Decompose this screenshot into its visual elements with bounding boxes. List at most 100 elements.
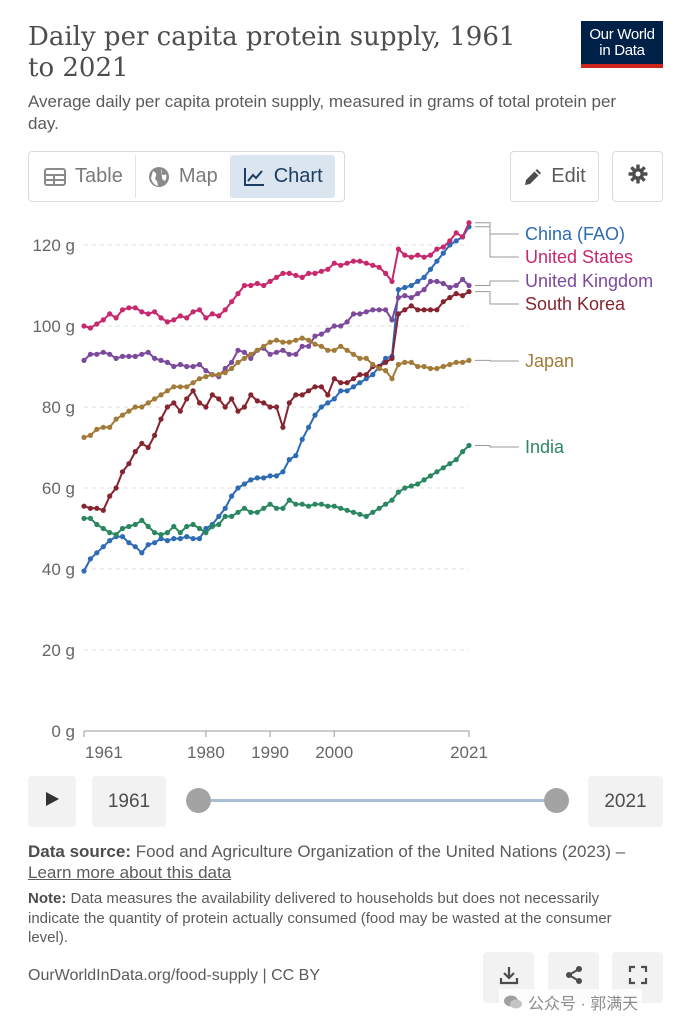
data-point-japan[interactable]	[293, 337, 299, 343]
data-point-united-kingdom[interactable]	[460, 276, 466, 282]
data-point-united-states[interactable]	[434, 246, 440, 252]
data-point-united-states[interactable]	[447, 238, 453, 244]
data-point-south-korea[interactable]	[408, 303, 414, 309]
data-point-india[interactable]	[126, 523, 132, 530]
tab-chart[interactable]: Chart	[230, 155, 335, 198]
data-point-india[interactable]	[267, 501, 273, 507]
timeline-track[interactable]	[198, 799, 556, 802]
data-point-south-korea[interactable]	[389, 355, 395, 361]
data-point-india[interactable]	[434, 469, 440, 475]
data-point-south-korea[interactable]	[164, 404, 170, 410]
data-point-china[interactable]	[241, 481, 247, 487]
data-point-india[interactable]	[415, 481, 421, 487]
timeline-start-year[interactable]: 1961	[92, 776, 166, 827]
data-point-united-states[interactable]	[331, 260, 337, 266]
timeline-end-handle[interactable]	[544, 788, 569, 813]
data-point-united-kingdom[interactable]	[312, 333, 318, 339]
data-point-south-korea[interactable]	[152, 432, 158, 438]
data-point-china[interactable]	[100, 544, 106, 550]
data-point-south-korea[interactable]	[248, 392, 254, 398]
data-point-south-korea[interactable]	[87, 505, 93, 511]
data-point-india[interactable]	[184, 523, 190, 530]
data-point-south-korea[interactable]	[318, 384, 324, 390]
data-point-india[interactable]	[312, 501, 318, 507]
data-point-united-states[interactable]	[408, 254, 414, 260]
data-point-china[interactable]	[203, 525, 209, 532]
data-point-united-kingdom[interactable]	[164, 359, 170, 365]
data-point-south-korea[interactable]	[460, 293, 466, 299]
data-point-south-korea[interactable]	[119, 469, 126, 475]
data-point-japan[interactable]	[466, 357, 472, 363]
data-point-united-kingdom[interactable]	[376, 307, 382, 313]
data-point-united-states[interactable]	[427, 252, 434, 258]
data-point-united-kingdom[interactable]	[87, 351, 93, 357]
data-point-united-kingdom[interactable]	[350, 311, 357, 317]
data-point-united-kingdom[interactable]	[434, 278, 440, 284]
data-point-japan[interactable]	[286, 339, 292, 345]
data-point-india[interactable]	[402, 485, 408, 491]
data-point-united-kingdom[interactable]	[132, 353, 138, 359]
data-point-united-kingdom[interactable]	[453, 282, 459, 289]
data-point-south-korea[interactable]	[222, 404, 228, 410]
data-point-south-korea[interactable]	[453, 291, 459, 297]
data-point-japan[interactable]	[152, 396, 158, 402]
data-point-united-states[interactable]	[395, 246, 401, 252]
data-point-south-korea[interactable]	[402, 307, 408, 313]
data-point-south-korea[interactable]	[139, 440, 145, 446]
data-point-japan[interactable]	[241, 355, 247, 361]
data-point-united-states[interactable]	[383, 270, 389, 276]
data-point-united-states[interactable]	[350, 258, 357, 264]
data-point-india[interactable]	[139, 517, 145, 523]
data-point-south-korea[interactable]	[306, 388, 312, 394]
data-point-china[interactable]	[216, 513, 222, 519]
data-point-india[interactable]	[440, 465, 446, 471]
data-point-south-korea[interactable]	[229, 396, 235, 402]
data-point-united-states[interactable]	[286, 270, 292, 276]
data-point-united-states[interactable]	[203, 315, 209, 321]
data-point-south-korea[interactable]	[331, 376, 337, 382]
data-point-united-kingdom[interactable]	[286, 351, 292, 357]
data-point-china[interactable]	[248, 477, 254, 483]
data-point-japan[interactable]	[139, 404, 145, 410]
data-point-united-states[interactable]	[81, 323, 87, 329]
data-point-united-states[interactable]	[460, 234, 466, 240]
data-point-india[interactable]	[254, 509, 260, 515]
data-point-china[interactable]	[447, 242, 453, 248]
data-point-japan[interactable]	[325, 347, 331, 353]
data-point-united-kingdom[interactable]	[235, 347, 241, 353]
data-point-india[interactable]	[87, 515, 93, 521]
data-point-united-kingdom[interactable]	[190, 363, 196, 370]
series-label-united-kingdom[interactable]: United Kingdom	[525, 271, 653, 291]
data-point-united-states[interactable]	[107, 311, 113, 317]
data-point-japan[interactable]	[402, 359, 408, 365]
data-point-united-states[interactable]	[190, 309, 196, 315]
data-point-china[interactable]	[370, 372, 376, 378]
data-point-united-kingdom[interactable]	[421, 287, 427, 293]
data-point-china[interactable]	[145, 542, 151, 548]
data-point-india[interactable]	[158, 532, 164, 538]
data-point-china[interactable]	[453, 238, 459, 244]
data-point-united-kingdom[interactable]	[383, 307, 389, 313]
data-point-china[interactable]	[318, 404, 324, 410]
data-point-united-kingdom[interactable]	[402, 293, 408, 299]
data-point-china[interactable]	[312, 412, 318, 418]
data-point-south-korea[interactable]	[171, 400, 177, 406]
data-point-united-states[interactable]	[254, 280, 260, 287]
data-point-united-states[interactable]	[229, 299, 235, 305]
data-point-south-korea[interactable]	[254, 398, 260, 404]
data-point-united-states[interactable]	[216, 313, 222, 319]
data-point-united-states[interactable]	[126, 305, 132, 311]
data-point-united-kingdom[interactable]	[177, 361, 183, 368]
data-point-india[interactable]	[344, 507, 350, 513]
data-point-japan[interactable]	[383, 368, 389, 374]
data-point-china[interactable]	[87, 556, 93, 562]
data-point-india[interactable]	[132, 521, 138, 528]
data-point-japan[interactable]	[158, 392, 164, 398]
data-point-india[interactable]	[318, 501, 324, 507]
data-point-south-korea[interactable]	[100, 507, 106, 513]
data-point-japan[interactable]	[171, 384, 177, 390]
data-point-south-korea[interactable]	[177, 408, 183, 414]
data-point-united-states[interactable]	[376, 264, 382, 270]
data-point-india[interactable]	[331, 503, 337, 509]
data-point-united-states[interactable]	[273, 274, 280, 280]
